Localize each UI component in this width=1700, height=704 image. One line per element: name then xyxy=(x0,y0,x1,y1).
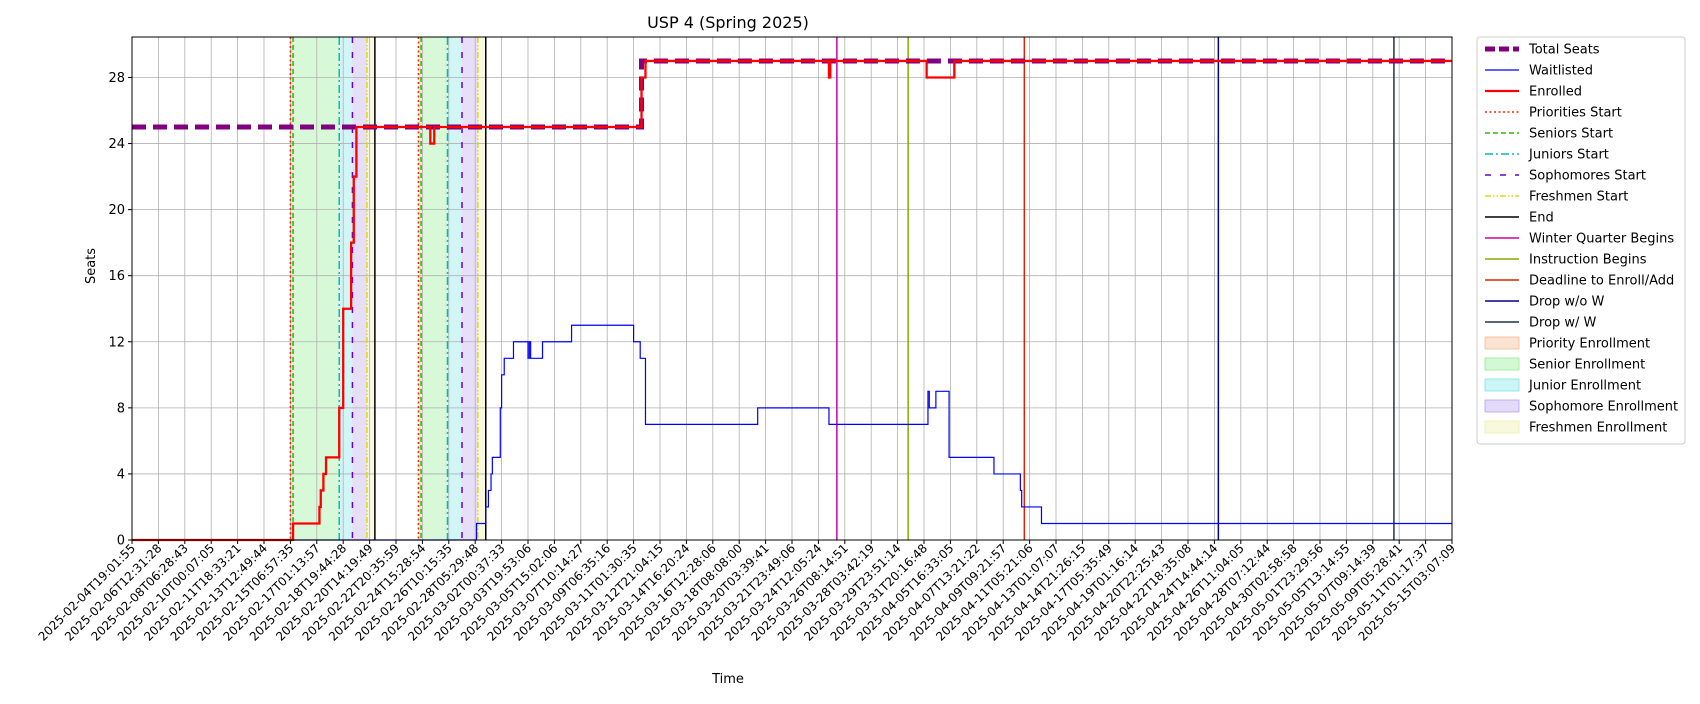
freshmen-enrollment-span-2 xyxy=(477,37,486,540)
legend: Total Seats Waitlisted Enrolled Priorities … xyxy=(1476,36,1686,445)
enrollment-spans xyxy=(290,37,486,540)
waitlisted-series xyxy=(132,324,1452,541)
y-tick-label: 20 xyxy=(108,203,125,218)
sophomore-enrollment-span-1 xyxy=(352,37,367,540)
enrolled-series xyxy=(132,59,1452,542)
legend-label-freshmen-start: Freshmen Start xyxy=(1529,190,1628,205)
legend-swatch-sophomore-enrollment xyxy=(1484,399,1520,413)
event-lines xyxy=(289,37,1395,540)
chart-title: USP 4 (Spring 2025) xyxy=(647,13,809,32)
priority-enrollment-span-1 xyxy=(290,37,294,540)
priority-enrollment-span-2 xyxy=(418,37,422,540)
series-lines xyxy=(132,58,1452,542)
legend-swatch-freshmen-enrollment xyxy=(1484,420,1520,434)
y-tick-label: 16 xyxy=(108,269,125,284)
axes: 04812162024282025-02-04T19:01:552025-02-… xyxy=(36,36,1458,644)
legend-label-instruction-begins: Instruction Begins xyxy=(1529,253,1647,268)
legend-label-junior-enrollment: Junior Enrollment xyxy=(1528,379,1641,394)
legend-label-seniors-start: Seniors Start xyxy=(1529,127,1613,142)
legend-label-total-seats: Total Seats xyxy=(1528,43,1600,58)
sophomore-enrollment-span-2 xyxy=(462,37,478,540)
legend-label-winter-quarter-begins: Winter Quarter Begins xyxy=(1529,232,1674,247)
grid xyxy=(131,37,1453,541)
legend-label-drop-w-o-w: Drop w/o W xyxy=(1529,295,1605,310)
y-tick-label: 28 xyxy=(108,71,125,86)
legend-label-end: End xyxy=(1529,211,1554,226)
junior-enrollment-span-1 xyxy=(339,37,353,540)
legend-swatch-senior-enrollment xyxy=(1484,357,1520,371)
legend-label-juniors-start: Juniors Start xyxy=(1528,148,1609,163)
legend-label-senior-enrollment: Senior Enrollment xyxy=(1529,358,1645,373)
senior-enrollment-span-1 xyxy=(293,37,340,540)
legend-swatch-junior-enrollment xyxy=(1484,378,1520,392)
legend-label-priorities-start: Priorities Start xyxy=(1529,106,1622,121)
freshmen-enrollment-span-1 xyxy=(366,37,375,540)
junior-enrollment-span-2 xyxy=(447,37,462,540)
senior-enrollment-span-2 xyxy=(421,37,448,540)
y-tick-label: 24 xyxy=(108,137,125,152)
legend-label-sophomore-enrollment: Sophomore Enrollment xyxy=(1529,400,1678,415)
legend-label-deadline-to-enroll-add: Deadline to Enroll/Add xyxy=(1529,274,1674,289)
legend-label-priority-enrollment: Priority Enrollment xyxy=(1529,337,1650,352)
legend-label-freshmen-enrollment: Freshmen Enrollment xyxy=(1529,421,1667,436)
y-tick-label: 4 xyxy=(117,467,125,482)
legend-label-waitlisted: Waitlisted xyxy=(1529,64,1593,79)
legend-swatch-priority-enrollment xyxy=(1484,336,1520,350)
y-tick-label: 0 xyxy=(117,534,125,549)
legend-label-drop-w-w: Drop w/ W xyxy=(1529,316,1597,331)
legend-label-sophomores-start: Sophomores Start xyxy=(1529,169,1646,184)
y-axis-label: Seats xyxy=(84,248,99,284)
x-axis-label: Time xyxy=(711,672,744,687)
legend-label-enrolled: Enrolled xyxy=(1529,85,1582,100)
legend-box xyxy=(1476,36,1686,445)
y-tick-label: 8 xyxy=(117,401,125,416)
y-tick-label: 12 xyxy=(108,335,125,350)
